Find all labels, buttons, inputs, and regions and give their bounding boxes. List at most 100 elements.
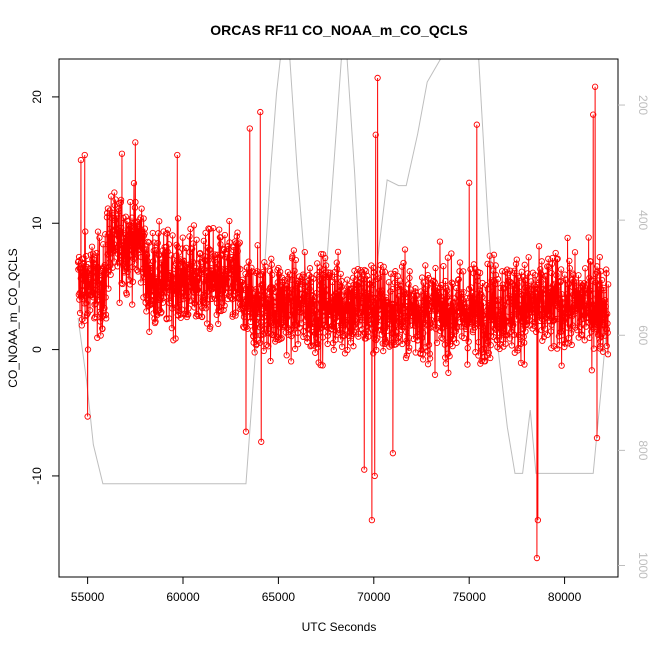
- co-point: [447, 340, 454, 348]
- co-point: [178, 306, 185, 313]
- chart-title: ORCAS RF11 CO_NOAA_m_CO_QCLS: [210, 22, 468, 38]
- co-point: [429, 303, 436, 310]
- co-point: [164, 226, 172, 233]
- co-point: [405, 334, 413, 342]
- co-point: [310, 275, 317, 282]
- co-point: [458, 289, 465, 296]
- co-point: [533, 312, 540, 320]
- co-point: [354, 265, 362, 273]
- plot-frame: [58, 58, 619, 578]
- co-point: [206, 246, 214, 254]
- co-point: [255, 301, 263, 308]
- co-point: [268, 255, 275, 262]
- co-point: [238, 279, 246, 286]
- co-point: [437, 327, 444, 335]
- co-point: [171, 288, 178, 295]
- pressure-line: [77, 58, 609, 485]
- co-point: [186, 233, 193, 240]
- co-point: [551, 317, 558, 324]
- co-point: [360, 311, 367, 318]
- co-point: [501, 302, 508, 310]
- co-point: [506, 335, 513, 342]
- y2-tick-label: 600: [636, 325, 650, 345]
- co-point: [265, 296, 272, 304]
- co-point: [602, 303, 609, 310]
- co-point: [346, 307, 353, 315]
- co-point: [257, 108, 264, 116]
- co-point: [518, 308, 525, 315]
- co-point: [390, 325, 398, 332]
- co-point: [322, 317, 329, 324]
- co-point: [408, 309, 415, 317]
- co-point: [346, 298, 353, 305]
- co-point: [442, 277, 449, 285]
- co-point: [124, 244, 132, 251]
- co-point: [142, 246, 150, 253]
- co-point: [442, 360, 450, 367]
- co-point: [456, 268, 463, 275]
- co-point: [147, 301, 155, 308]
- co-point: [113, 212, 121, 219]
- co-point: [542, 272, 550, 279]
- co-point: [174, 151, 181, 159]
- co-point: [158, 308, 165, 316]
- co-point: [333, 265, 341, 273]
- co-point: [489, 307, 496, 315]
- co-point: [521, 361, 528, 368]
- co-point: [421, 299, 428, 306]
- co-point: [90, 256, 97, 263]
- co-point: [315, 319, 322, 327]
- co-point: [448, 305, 455, 313]
- co-point: [118, 150, 126, 157]
- co-point: [570, 278, 577, 285]
- co-point: [216, 226, 223, 233]
- co-point: [559, 328, 566, 335]
- co-point: [487, 354, 494, 362]
- co-point: [532, 328, 540, 336]
- co-point: [404, 290, 411, 297]
- co-point: [260, 268, 267, 276]
- co-point: [546, 317, 553, 325]
- co-point: [371, 472, 378, 480]
- co-point: [268, 261, 275, 268]
- co-point: [545, 255, 552, 262]
- co-point: [493, 336, 501, 343]
- co-point: [185, 305, 192, 312]
- co-point: [319, 271, 326, 278]
- co-point: [420, 330, 427, 337]
- co-point: [118, 280, 125, 287]
- co-point: [480, 345, 487, 352]
- co-point: [585, 234, 592, 241]
- x-tick-label: 80000: [548, 590, 582, 604]
- co-point: [321, 289, 328, 296]
- co-point: [128, 214, 136, 221]
- co-point: [475, 339, 482, 346]
- co-point: [265, 313, 273, 321]
- co-point: [229, 281, 237, 288]
- co-point: [422, 308, 430, 315]
- co-point: [382, 338, 389, 345]
- co-point: [448, 279, 455, 286]
- co-point: [197, 267, 204, 274]
- co-point: [563, 291, 570, 298]
- co-point: [137, 253, 145, 261]
- co-point: [281, 276, 288, 284]
- co-point: [114, 263, 121, 270]
- co-point: [327, 269, 334, 276]
- co-point: [531, 322, 539, 329]
- co-point: [130, 180, 138, 187]
- co-point: [594, 277, 601, 284]
- co-point: [151, 239, 158, 246]
- co-point: [160, 228, 167, 235]
- co-point: [255, 286, 262, 293]
- co-point: [195, 312, 202, 320]
- co-point: [262, 263, 269, 270]
- co-point: [438, 281, 445, 289]
- co-point: [76, 309, 84, 317]
- co-point: [202, 229, 209, 237]
- co-point: [317, 277, 324, 284]
- co-point: [138, 205, 145, 212]
- co-point: [383, 339, 390, 346]
- co-point: [232, 253, 239, 261]
- co-point: [566, 265, 573, 272]
